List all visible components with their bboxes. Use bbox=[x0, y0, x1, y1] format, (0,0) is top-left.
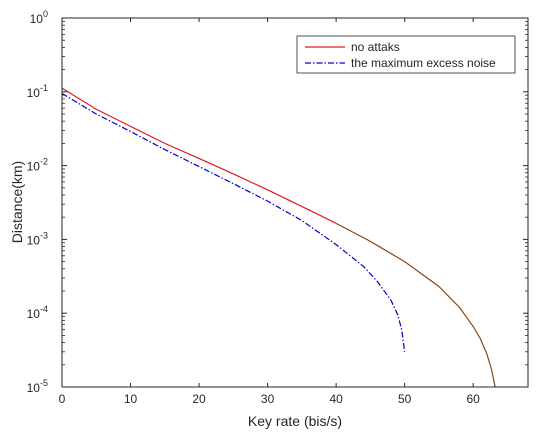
y-tick-label: 10-4 bbox=[27, 304, 48, 321]
series-line-0-tail bbox=[335, 222, 496, 388]
plot-frame bbox=[61, 17, 529, 388]
series-line-0 bbox=[61, 87, 337, 224]
x-axis-ticks: 0 10 20 30 40 50 60 bbox=[59, 18, 480, 406]
x-tick-label: 60 bbox=[466, 392, 480, 406]
x-tick-label: 40 bbox=[329, 392, 343, 406]
legend: no attaks the maximum excess noise bbox=[296, 35, 516, 74]
x-axis-label: Key rate (bis/s) bbox=[248, 413, 342, 429]
x-tick-label: 30 bbox=[261, 392, 275, 406]
x-tick-label: 0 bbox=[59, 392, 66, 406]
y-axis-label: Distance(km) bbox=[9, 161, 25, 243]
x-tick-label: 10 bbox=[124, 392, 138, 406]
y-tick-label: 10-5 bbox=[27, 378, 48, 395]
x-tick-label: 20 bbox=[192, 392, 206, 406]
y-tick-label: 100 bbox=[30, 9, 48, 26]
y-tick-label: 10-3 bbox=[27, 230, 48, 247]
legend-label-max-excess-noise: the maximum excess noise bbox=[351, 56, 496, 70]
legend-label-no-attaks: no attaks bbox=[351, 40, 400, 54]
y-axis-ticks: 10-5 10-4 10-3 10-2 10-1 100 bbox=[27, 9, 528, 395]
y-tick-label: 10-2 bbox=[27, 157, 48, 174]
series-layer bbox=[61, 87, 496, 388]
y-tick-label: 10-1 bbox=[27, 83, 48, 100]
series-line-1 bbox=[61, 92, 406, 352]
x-tick-label: 50 bbox=[398, 392, 412, 406]
legend-box bbox=[296, 35, 516, 74]
